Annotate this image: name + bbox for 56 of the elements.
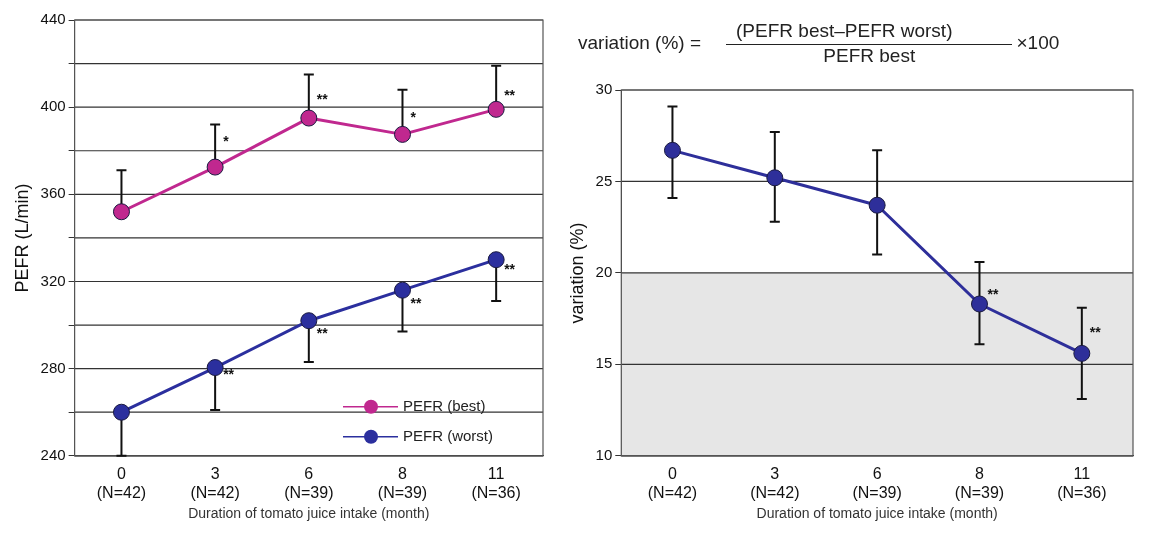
y-tick-label: 360: [40, 184, 66, 202]
annotation: **: [316, 91, 329, 108]
point: [868, 196, 886, 214]
point: [206, 359, 224, 377]
y-tick-label: 20: [595, 263, 613, 281]
annotation: *: [410, 108, 417, 125]
annotation: *: [223, 132, 230, 149]
point: [112, 203, 130, 221]
x-tick-label: 6 (N=39): [852, 464, 902, 502]
point: [112, 403, 130, 421]
annotation: **: [223, 366, 235, 383]
y-axis-title: PEFR (L/min): [11, 183, 32, 293]
point: [663, 141, 681, 159]
point: [206, 158, 224, 176]
annotation: **: [410, 295, 422, 312]
point: [393, 281, 411, 299]
x-tick-label: 11 (N=36): [1057, 464, 1107, 502]
point: [487, 251, 505, 269]
y-tick-label: 240: [40, 445, 66, 463]
point: [970, 295, 988, 313]
point: [393, 125, 411, 143]
annotation: **: [316, 324, 329, 341]
x-axis-title: Duration of tomato juice intake (month): [756, 505, 998, 522]
x-tick-label: 11 (N=36): [471, 464, 521, 502]
legend-label: PEFR (worst): [403, 426, 493, 444]
text: (PEFR best–PEFR worst): [726, 19, 1013, 45]
annotation: **: [504, 261, 516, 278]
annotation: **: [1089, 324, 1102, 341]
x-tick-label: 3 (N=42): [190, 464, 240, 502]
text: ×100: [1016, 32, 1060, 54]
y-tick-label: 440: [40, 10, 66, 28]
point: [1073, 344, 1091, 362]
x-axis-title: Duration of tomato juice intake (month): [188, 505, 430, 522]
annotation: **: [504, 87, 516, 104]
x-tick-label: 3 (N=42): [750, 464, 800, 502]
x-tick-label: 6 (N=39): [284, 464, 334, 502]
legend-label: PEFR (best): [403, 396, 486, 414]
point: [300, 109, 318, 127]
x-tick-label: 8 (N=39): [377, 464, 428, 502]
y-tick-label: 280: [40, 358, 66, 376]
point: [487, 100, 505, 118]
x-tick-label: 8 (N=39): [954, 464, 1005, 502]
y-tick-label: 320: [40, 271, 66, 289]
y-tick-label: 10: [595, 445, 613, 463]
y-axis-title: variation (%): [566, 222, 587, 324]
y-tick-label: 15: [595, 354, 613, 372]
x-tick-label: 0 (N=42): [96, 464, 147, 502]
text: variation (%) =: [578, 32, 702, 54]
point: [766, 169, 784, 187]
text: PEFR best: [823, 44, 916, 67]
x-tick-label: 0 (N=42): [647, 464, 698, 502]
annotation: **: [987, 285, 999, 302]
y-tick-label: 25: [595, 171, 613, 189]
y-tick-label: 400: [40, 97, 66, 115]
y-tick-label: 30: [595, 80, 613, 98]
point: [300, 312, 318, 330]
